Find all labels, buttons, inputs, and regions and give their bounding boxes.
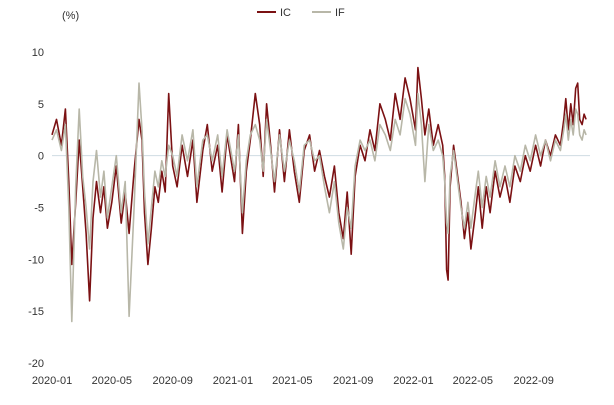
y-tick-label: 10 xyxy=(32,47,44,59)
x-axis: 2020-01 2020-05 2020-09 2021-01 2021-05 2021-… xyxy=(32,375,554,387)
y-tick-label: 5 xyxy=(38,99,44,111)
legend-label-ic: IC xyxy=(280,7,291,19)
x-tick-label: 2021-01 xyxy=(213,375,253,387)
x-tick-label: 2020-05 xyxy=(92,375,132,387)
series-line-if xyxy=(51,82,587,323)
x-tick-label: 2021-09 xyxy=(333,375,373,387)
x-tick-label: 2020-09 xyxy=(152,375,192,387)
y-tick-label: -5 xyxy=(34,203,44,215)
y-tick-label: -20 xyxy=(28,358,44,370)
y-tick-label: 0 xyxy=(38,151,44,163)
legend: IC IF xyxy=(257,7,345,19)
y-tick-label: -15 xyxy=(28,306,44,318)
x-tick-label: 2022-09 xyxy=(513,375,553,387)
plot-area xyxy=(51,66,587,323)
x-tick-label: 2020-01 xyxy=(32,375,72,387)
y-axis-unit-label: (%) xyxy=(62,10,79,22)
y-axis: 10 5 0 -5 -10 -15 -20 xyxy=(28,47,44,370)
legend-label-if: IF xyxy=(335,7,345,19)
x-tick-label: 2022-05 xyxy=(453,375,493,387)
y-tick-label: -10 xyxy=(28,254,44,266)
x-tick-label: 2021-05 xyxy=(272,375,312,387)
x-tick-label: 2022-01 xyxy=(393,375,433,387)
